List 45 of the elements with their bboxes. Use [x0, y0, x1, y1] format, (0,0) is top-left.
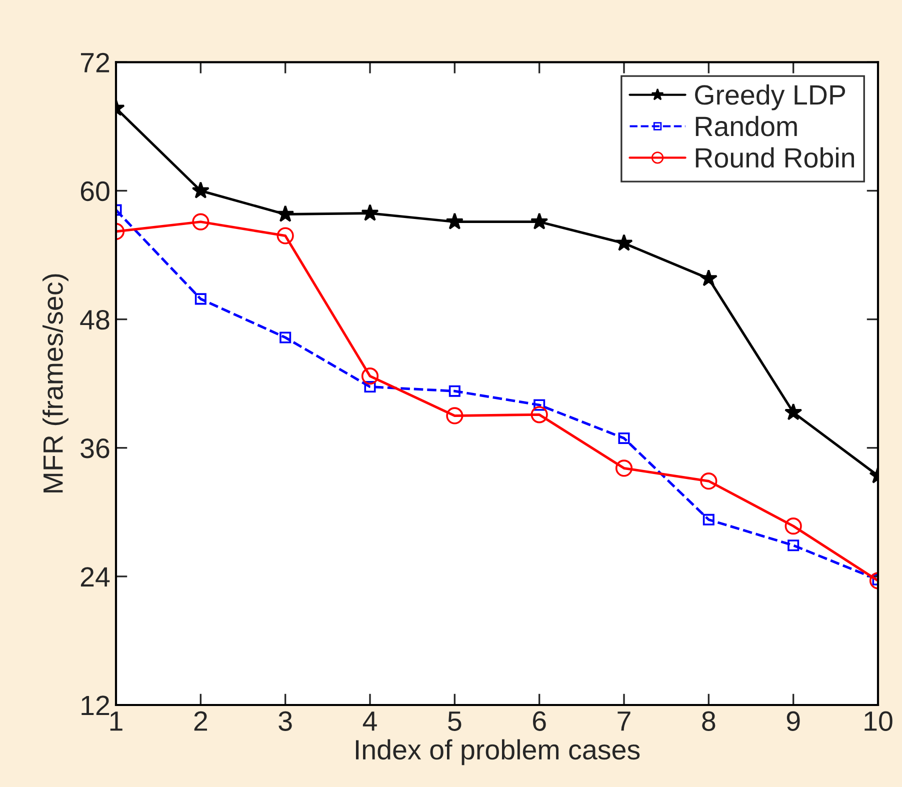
point	[530, 406, 548, 424]
y-tick-label: 48	[80, 310, 110, 330]
point	[615, 460, 633, 477]
x-tick-label: 2	[194, 711, 207, 731]
point	[276, 227, 294, 244]
y-tick-label: 24	[80, 567, 110, 586]
point	[276, 205, 294, 222]
point	[194, 293, 206, 305]
x-axis-title: Index of problem cases	[356, 739, 640, 766]
point	[618, 432, 630, 444]
y-tick-label: 60	[80, 181, 110, 202]
x-tick-label: 3	[278, 711, 292, 731]
x-tick-label: 8	[702, 711, 716, 731]
x-tick-label: 6	[533, 711, 546, 731]
point	[192, 213, 210, 230]
y-tick-label: 72	[80, 52, 110, 72]
y-axis-title: MFR (frames/sec)	[42, 274, 68, 492]
point	[361, 368, 379, 385]
y-tick-label: 12	[82, 696, 110, 716]
x-tick-label: 10	[864, 711, 892, 731]
x-tick-label: 5	[448, 712, 462, 731]
x-tick-label: 7	[618, 712, 630, 731]
x-tick-label: 4	[362, 712, 377, 731]
point	[361, 204, 379, 221]
point	[446, 407, 464, 424]
x-tick-label: 9	[786, 711, 800, 731]
point	[448, 385, 460, 397]
point	[700, 269, 718, 286]
point	[364, 381, 376, 393]
legend-label: Greedy LDP	[695, 84, 846, 110]
legend-label: Random	[696, 116, 797, 136]
point	[192, 182, 210, 198]
point	[446, 212, 464, 230]
point	[700, 472, 718, 490]
point	[534, 399, 546, 411]
legend-label: Round Robin	[696, 147, 854, 168]
point	[615, 234, 633, 251]
point	[784, 403, 802, 420]
point	[280, 332, 292, 344]
point	[702, 514, 714, 526]
point	[788, 540, 800, 552]
x-tick-label: 1	[110, 712, 122, 731]
y-tick-label: 36	[80, 438, 110, 458]
point	[530, 212, 548, 230]
point	[784, 518, 802, 535]
